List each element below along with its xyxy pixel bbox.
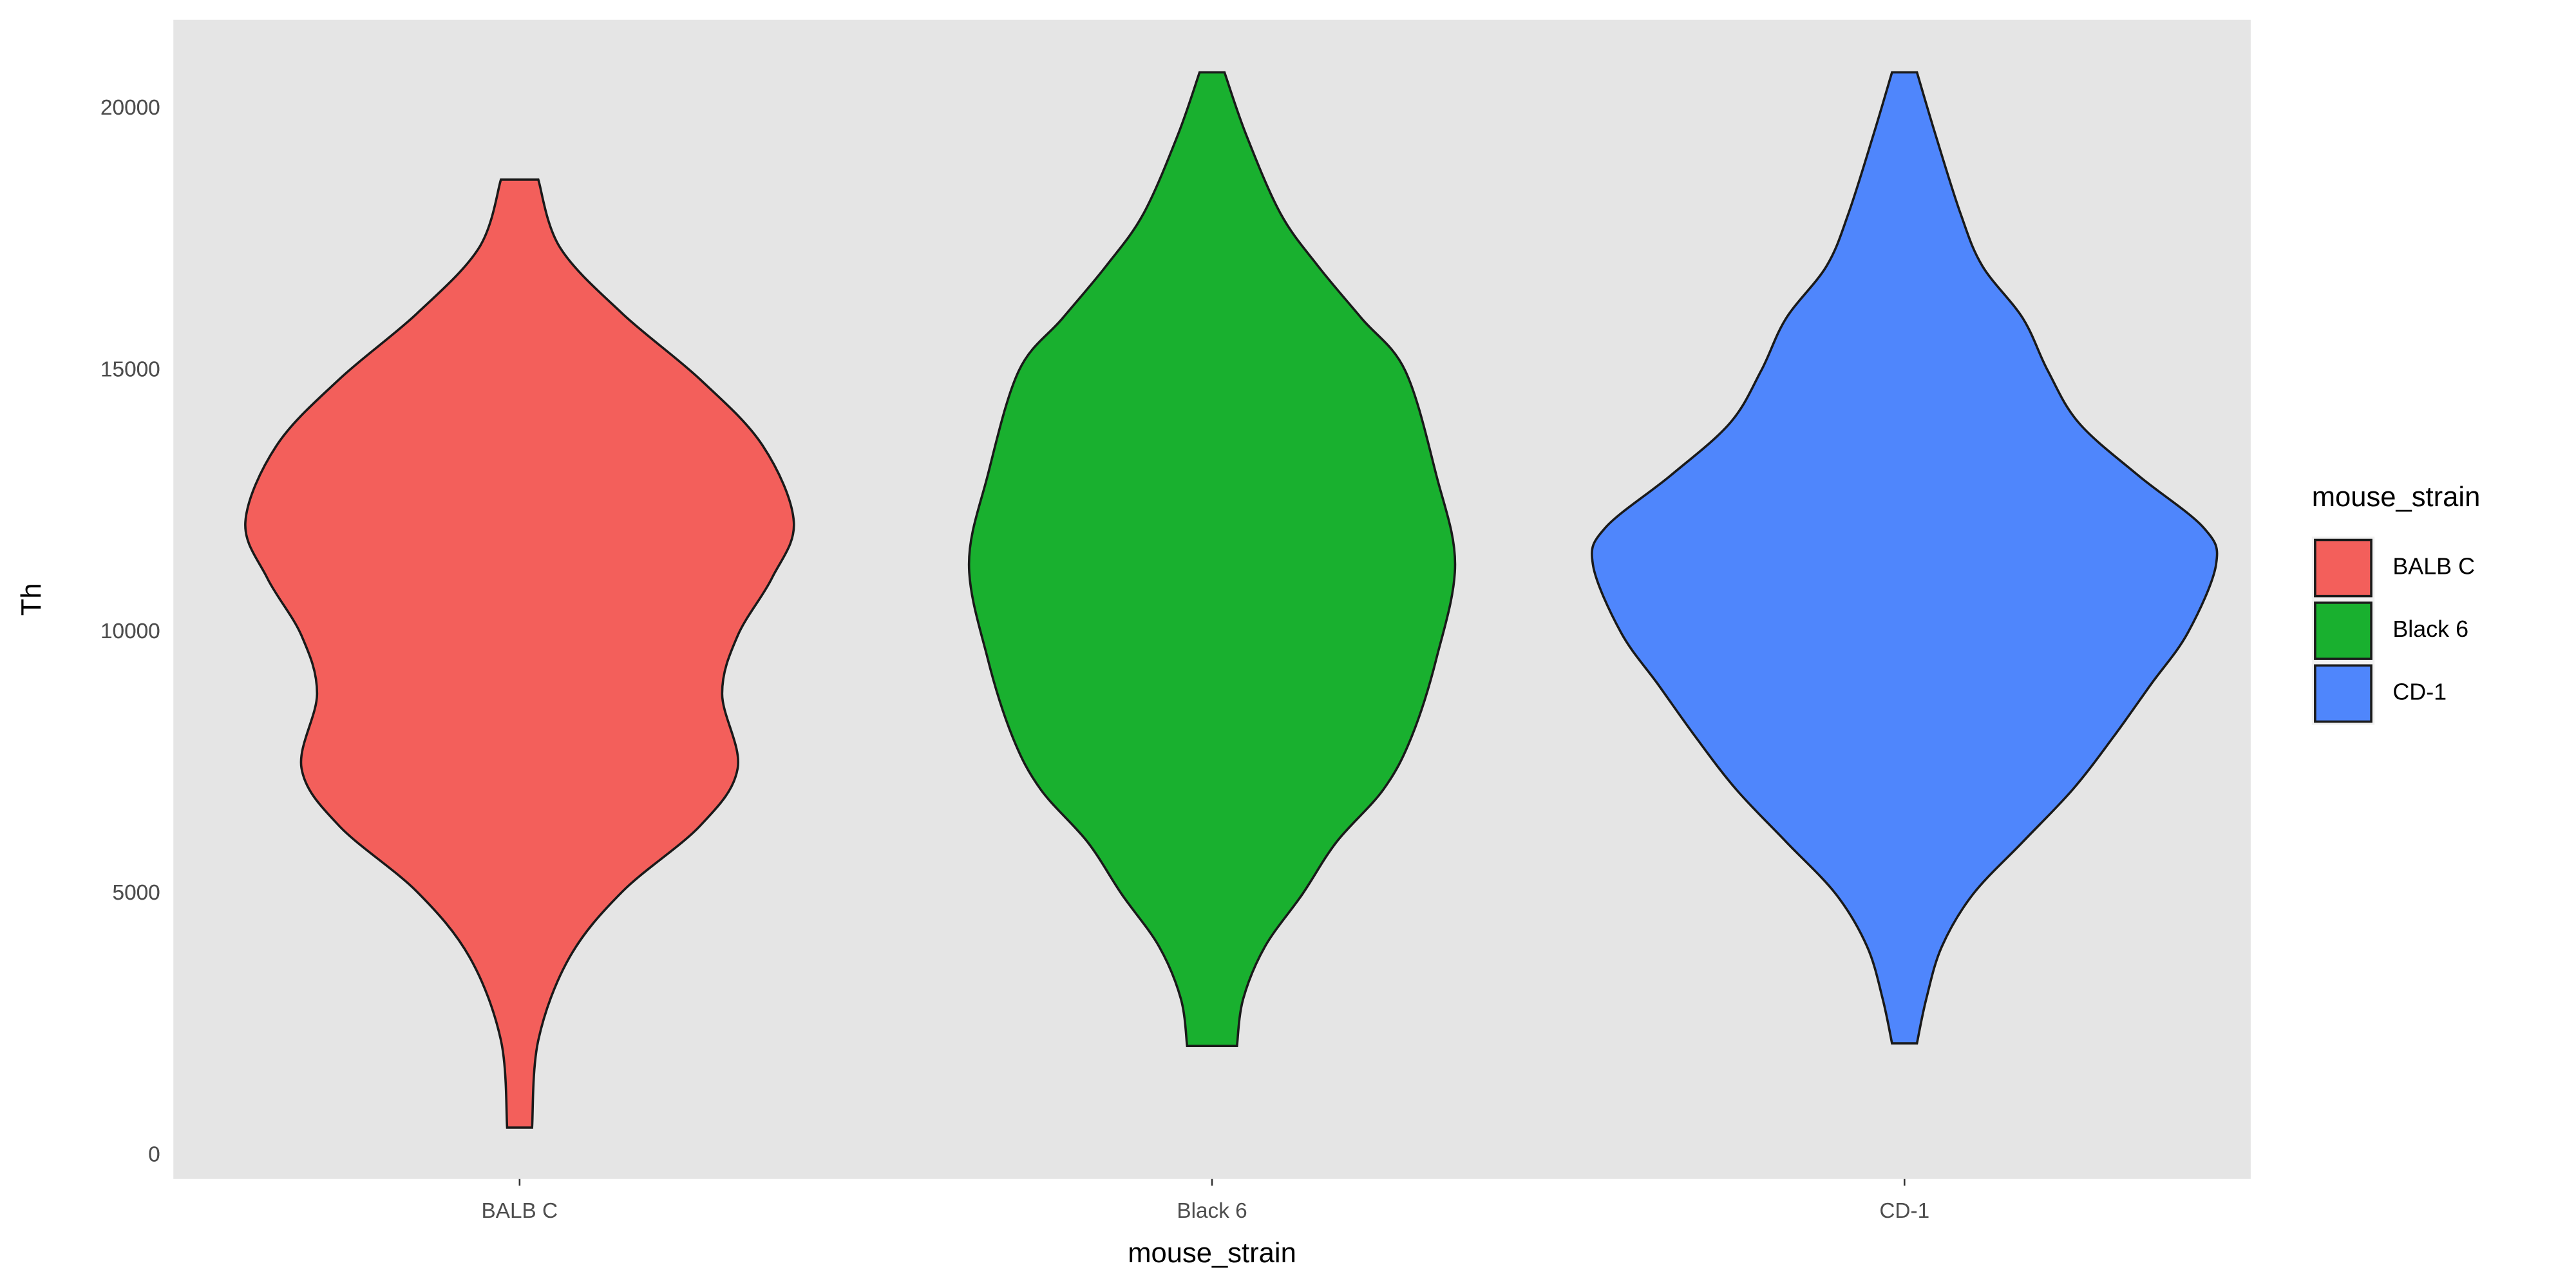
y-tick-label: 10000 [100, 620, 160, 643]
x-axis-title: mouse_strain [1128, 1238, 1296, 1269]
violin [244, 178, 795, 1129]
legend: mouse_strain BALB C Black 6 CD-1 [2311, 482, 2481, 725]
x-tick-label: BALB C [482, 1199, 558, 1223]
legend-label: CD-1 [2392, 679, 2447, 705]
y-tick-label: 0 [148, 1143, 160, 1167]
y-tick-label: 15000 [100, 357, 160, 381]
violin [967, 71, 1457, 1047]
legend-label: Black 6 [2392, 616, 2468, 642]
y-tick-label: 20000 [100, 96, 160, 120]
y-tick-label: 10000 [100, 620, 160, 643]
legend-swatch [2314, 538, 2372, 598]
violin [1591, 71, 2219, 1045]
x-tick-label: CD-1 [1879, 1199, 1929, 1223]
legend-label: BALB C [2392, 554, 2475, 580]
legend-title: mouse_strain [2312, 482, 2481, 513]
legend-swatch [2314, 601, 2372, 660]
violins [244, 71, 2219, 1129]
y-tick-label: 0 [148, 1143, 160, 1167]
y-tick-label: 5000 [113, 881, 160, 905]
y-tick-label: 20000 [100, 96, 160, 120]
y-tick-label: 15000 [100, 357, 160, 381]
x-tick-label: Black 6 [1177, 1199, 1247, 1223]
y-tick-label: 5000 [113, 881, 160, 905]
axes: 0500010000150002000005000100001500020000… [100, 96, 1929, 1223]
y-axis-title: Th [16, 583, 47, 616]
legend-swatch [2314, 664, 2372, 723]
